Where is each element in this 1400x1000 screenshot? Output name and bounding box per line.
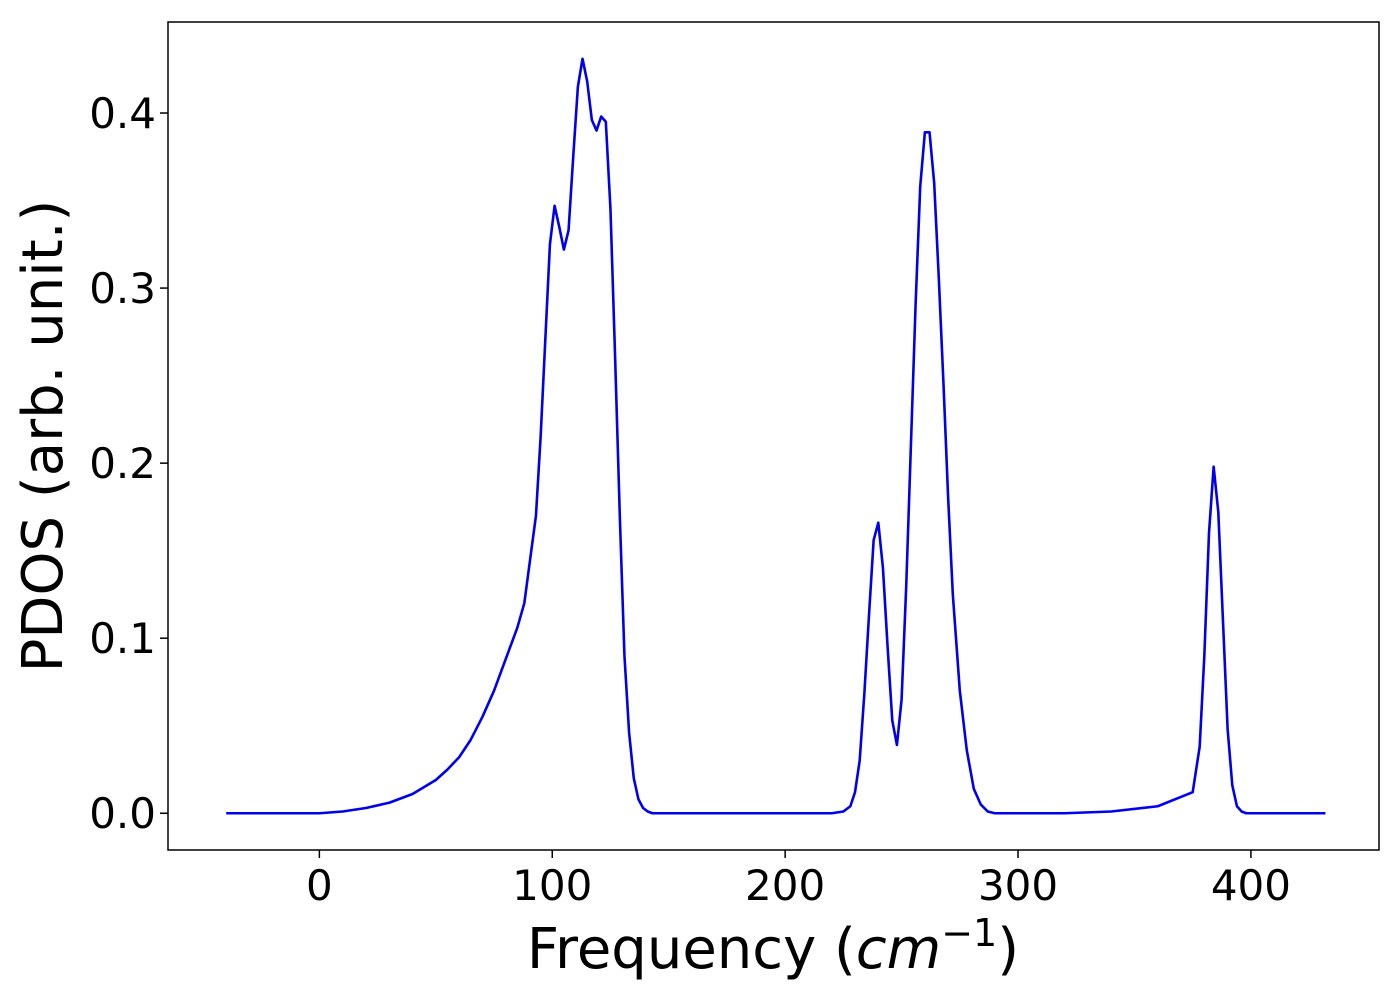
x-axis-label: Frequency (cm−1) [527, 911, 1019, 982]
x-tick-label: 0 [306, 861, 333, 910]
x-axis-ticks: 0 100 200 300 400 [306, 850, 1291, 910]
x-tick-label: 400 [1211, 861, 1291, 910]
x-tick-label: 200 [745, 861, 825, 910]
plot-area [167, 21, 1380, 851]
y-tick-label: 0.4 [89, 89, 156, 138]
y-axis-label: PDOS (arb. unit.) [11, 200, 76, 673]
y-axis-ticks: 0.0 0.1 0.2 0.3 0.4 [89, 89, 168, 838]
x-tick-label: 100 [512, 861, 592, 910]
y-tick-label: 0.1 [89, 614, 156, 663]
y-tick-label: 0.2 [89, 439, 156, 488]
pdos-series-line [226, 57, 1326, 815]
y-tick-label: 0.0 [89, 789, 156, 838]
x-tick-label: 300 [978, 861, 1058, 910]
y-tick-label: 0.3 [89, 264, 156, 313]
